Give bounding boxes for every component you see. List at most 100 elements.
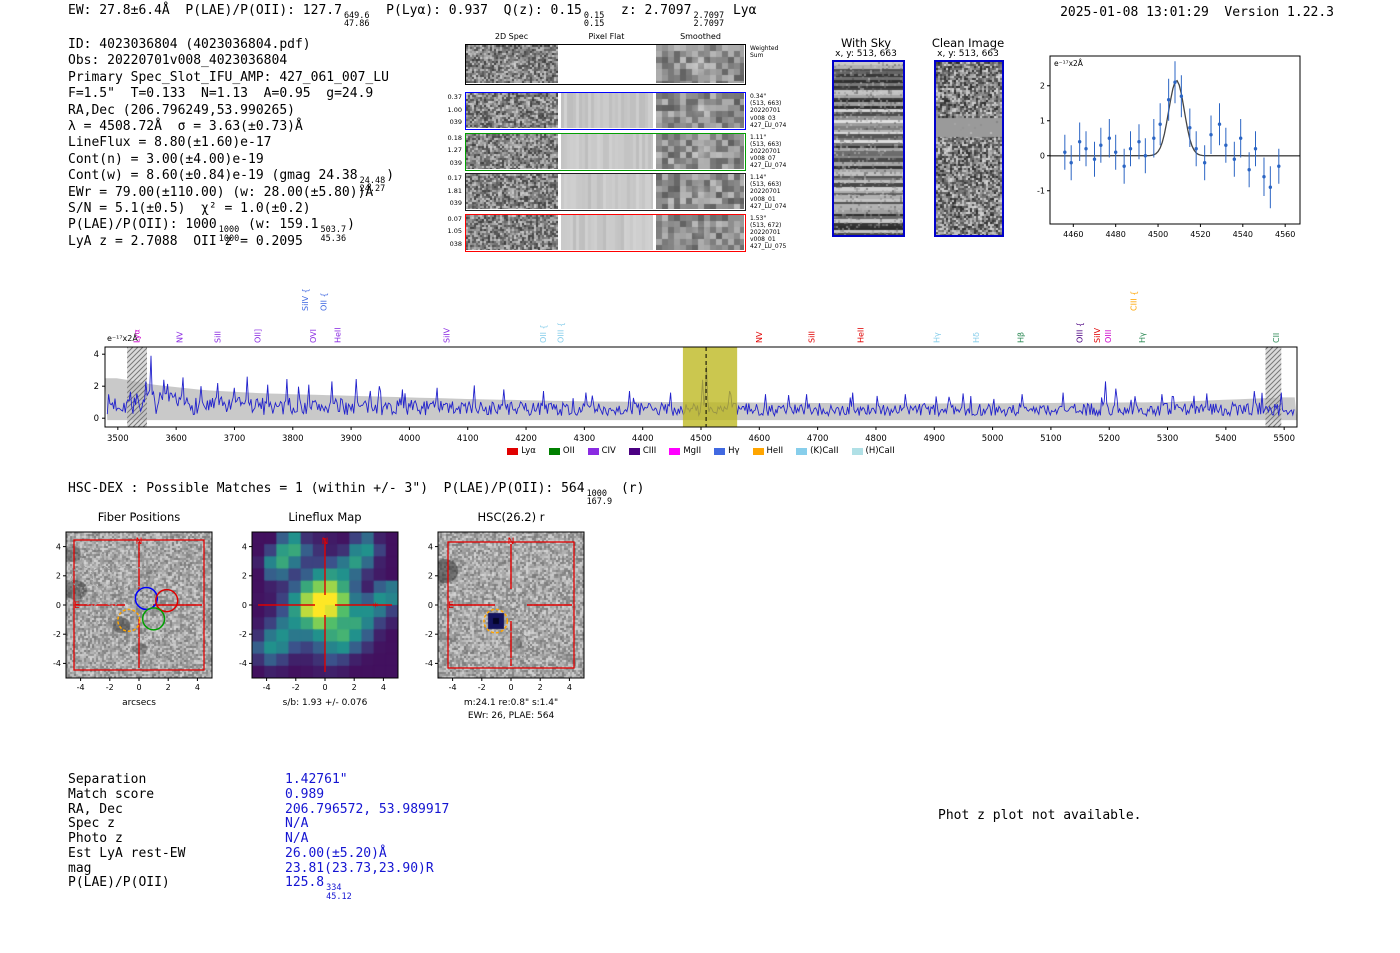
- legend-item: (H)CaII: [851, 446, 895, 456]
- cutout-image: [561, 93, 653, 128]
- y-tick-label: -4: [425, 659, 433, 668]
- axis-box: [65, 531, 213, 679]
- table-row-label: Photo z: [68, 831, 123, 846]
- x-tick-label: 4560: [1275, 230, 1295, 239]
- info-line: P(LAE)/P(OII): 1000 1000 1000 (w: 159.1 503…: [68, 217, 394, 242]
- x-tick-label: 5200: [1098, 434, 1120, 444]
- x-tick-label: -2: [106, 683, 114, 692]
- cutout-row-left-labels: 0.37 1.00 039: [443, 91, 462, 129]
- photz-note: Phot z plot not available.: [938, 808, 1142, 823]
- info-line: LineFlux = 8.80(±1.60)e-17: [68, 135, 394, 151]
- line-id-label: OVI: [309, 329, 318, 343]
- text-segment: Obs: 20220701v008_4023036804: [68, 53, 288, 69]
- clean-image-title: Clean Image: [931, 36, 1005, 50]
- fiber-positions-panel: Fiber Positions N E -4 -4 -2 -2 0 0 2 2 4 4 arcsecs: [50, 506, 235, 728]
- ghost-fiber-circle: [111, 566, 134, 589]
- cutout-left-label: 1.27: [447, 146, 462, 155]
- field-square: [447, 541, 575, 669]
- cutout-right-label: v008_03: [750, 114, 776, 122]
- cutout-image: [466, 214, 558, 250]
- fiber-positions-overlay: N E -4 -4 -2 -2 0 0 2 2 4 4: [53, 531, 213, 692]
- blank-cell: [561, 45, 653, 83]
- cutout-image: [466, 133, 558, 169]
- line-id-label: OII]: [254, 329, 263, 343]
- ghost-fiber-circle: [101, 583, 124, 606]
- line-id-label: SiII: [808, 331, 817, 343]
- legend-item: Lyα: [507, 446, 536, 456]
- table-row-label: mag: [68, 860, 92, 876]
- table-row: Separation 1.42761": [68, 772, 449, 787]
- line-id-label: HeII: [857, 327, 866, 343]
- cutout-left-label: 039: [449, 199, 462, 208]
- sub-value: 24.27: [359, 184, 386, 195]
- legend-swatch: [548, 447, 560, 455]
- sub-value: 0.15: [583, 19, 605, 30]
- line-id-label: OII {: [539, 324, 548, 343]
- y-tick-label: 0: [242, 601, 247, 610]
- cutout-right-label: v008_01: [750, 195, 776, 203]
- cutout-right-label: (513, 663): [750, 140, 782, 148]
- x-tick-label: 0: [322, 683, 327, 692]
- text-segment: Cont(n) = 3.00(±4.00)e-19: [68, 151, 264, 167]
- error-band: [105, 378, 1297, 421]
- x-tick-label: 4: [195, 683, 200, 692]
- info-line: Cont(w) = 8.60(±0.84)e-19 (gmag 24.38 24.…: [68, 168, 394, 193]
- with-sky-coords: x, y: 513, 663: [835, 49, 897, 59]
- table-row-label: RA, Dec: [68, 801, 123, 817]
- x-tick-label: 4800: [865, 434, 887, 444]
- cutout-right-label: 427_LU_074: [750, 162, 787, 170]
- cutout-row-left-labels: 0.18 1.27 039: [443, 132, 462, 170]
- table-row-value: 206.796572, 53.989917: [285, 801, 450, 817]
- col-title-2dspec: 2D Spec: [494, 32, 529, 41]
- sup-sub-value: 0.15 0.15: [584, 12, 604, 29]
- data-point: [1173, 80, 1177, 84]
- line-id-label: Hγ: [1138, 332, 1147, 343]
- text-segment: (w: 159.1: [240, 217, 319, 233]
- data-point: [1217, 122, 1222, 126]
- data-point: [1113, 150, 1118, 154]
- line-fit-zoom-plot: 4460 4480 4500 4520 4540 4560 -1 0 1 2 e⁻¹⁷x2Å: [1037, 48, 1330, 243]
- sub-value: 47.86: [343, 19, 370, 30]
- x-tick-label: 0: [136, 683, 141, 692]
- axis-box: [1049, 55, 1301, 225]
- data-point: [1137, 140, 1141, 144]
- cutout-image: [466, 174, 558, 209]
- ghost-fiber-circle: [122, 548, 145, 571]
- legend-swatch: [796, 447, 808, 455]
- with-sky-image: [834, 62, 903, 235]
- data-point: [1158, 122, 1162, 126]
- cutout-right-label: 20220701: [750, 107, 781, 115]
- table-row-value: N/A: [285, 816, 309, 832]
- info-line: Obs: 20220701v008_4023036804: [68, 53, 394, 69]
- text-segment: F=1.5" T=0.133 N=1.13 A=0.95 g=24.9: [68, 86, 374, 102]
- y-tick-label: 2: [56, 572, 61, 581]
- y-tick-label: 2: [1040, 82, 1045, 91]
- data-point: [1143, 154, 1148, 158]
- x-tick-label: 4520: [1190, 230, 1210, 239]
- x-tick-label: -4: [263, 683, 271, 692]
- sup-sub-value: 503.7 45.36: [320, 226, 346, 243]
- flux-units-annotation: e⁻¹⁷x2Å: [1054, 59, 1084, 68]
- cutout-right-label: (513, 672): [750, 221, 782, 229]
- x-tick-label: 5400: [1215, 434, 1237, 444]
- edge-mask-hatch: [127, 347, 147, 427]
- legend-swatch: [752, 447, 764, 455]
- fiber-positions-title: Fiber Positions: [97, 510, 181, 524]
- info-line: S/N = 5.1(±0.5) χ² = 1.0(±0.2): [68, 201, 394, 217]
- sub-value: 167.9: [586, 497, 613, 508]
- sup-sub-value: 334 45.12: [326, 884, 352, 901]
- cutout-right-label: 1.53": [750, 214, 767, 222]
- ghost-fiber-circle: [151, 636, 174, 659]
- col-title-smoothed: Smoothed: [680, 32, 721, 41]
- y-tick-label: 2: [94, 382, 99, 392]
- cutout-left-label: 1.81: [447, 186, 462, 195]
- y-tick-label: 1: [1040, 117, 1045, 126]
- line-id-label: Hβ: [1016, 332, 1025, 343]
- legend-item: CIV: [587, 446, 616, 456]
- table-row-value: N/A: [285, 831, 309, 846]
- sup-value: 334: [326, 883, 342, 894]
- cutout-right-label: 427_LU_074: [750, 202, 787, 210]
- legend-item: MgII: [669, 446, 701, 456]
- hsc-match-summary-line: HSC-DEX : Possible Matches = 1 (within +…: [68, 481, 644, 507]
- hsc-image-xlabel: m:24.1 re:0.8" s:1.4": [463, 698, 559, 708]
